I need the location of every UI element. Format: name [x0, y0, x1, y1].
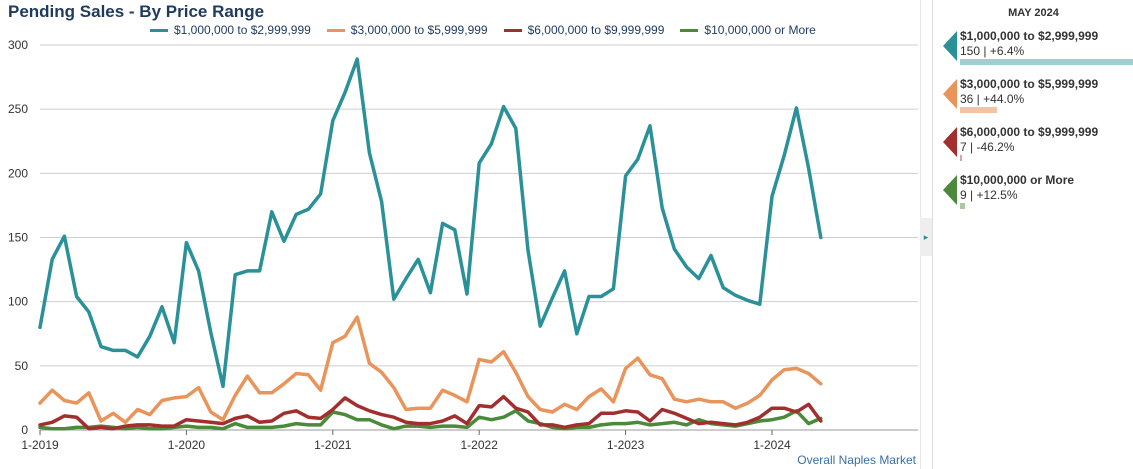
expand-panel-button[interactable]: ▸ — [920, 218, 932, 256]
legend: $1,000,000 to $2,999,999 $3,000,000 to $… — [150, 23, 816, 37]
series-marker-icon — [943, 31, 957, 61]
x-tick-label: 1-2019 — [21, 438, 59, 452]
panel-item-bar — [960, 155, 962, 161]
panel-item-label: $10,000,000 or More — [960, 173, 1075, 187]
panel-item-label: $6,000,000 to $9,999,999 — [960, 125, 1099, 139]
panel-item-bar — [960, 59, 1133, 65]
legend-label: $1,000,000 to $2,999,999 — [174, 23, 311, 37]
panel-item-bar — [960, 107, 997, 113]
y-axis-ticks: 0 50 100 150 200 250 300 — [8, 38, 28, 437]
series-marker-icon — [943, 79, 957, 109]
panel-item-value: 150 | +6.4% — [960, 44, 1025, 58]
y-tick-label: 50 — [15, 359, 29, 373]
legend-item-series-1[interactable]: $1,000,000 to $2,999,999 — [150, 23, 311, 37]
y-tick-label: 200 — [8, 166, 28, 180]
x-axis-ticks: 1-2019 1-2020 1-2021 1-2022 1-2023 1-2024 — [21, 430, 791, 452]
series-lines — [38, 57, 823, 431]
series-line-2[interactable] — [38, 315, 823, 425]
x-tick-label: 1-2023 — [607, 438, 645, 452]
panel-item-series-3[interactable]: $6,000,000 to $9,999,999 7 | -46.2% — [933, 125, 1133, 169]
panel-item-series-4[interactable]: $10,000,000 or More 9 | +12.5% — [933, 173, 1133, 217]
y-tick-label: 250 — [8, 102, 28, 116]
y-tick-label: 100 — [8, 295, 28, 309]
legend-label: $10,000,000 or More — [704, 23, 816, 37]
grid-lines — [40, 44, 918, 431]
panel-item-series-2[interactable]: $3,000,000 to $5,999,999 36 | +44.0% — [933, 77, 1133, 121]
legend-item-series-3[interactable]: $6,000,000 to $9,999,999 — [503, 23, 665, 37]
legend-label: $3,000,000 to $5,999,999 — [350, 23, 488, 37]
panel-item-bar — [960, 203, 965, 209]
x-tick-label: 1-2020 — [168, 438, 206, 452]
legend-item-series-4[interactable]: $10,000,000 or More — [680, 23, 816, 37]
chart-title: Pending Sales - By Price Range — [8, 2, 265, 21]
series-line-3[interactable] — [38, 394, 823, 431]
y-tick-label: 300 — [8, 38, 28, 52]
panel-item-value: 9 | +12.5% — [960, 188, 1018, 202]
legend-swatch — [150, 28, 168, 32]
legend-label: $6,000,000 to $9,999,999 — [527, 23, 665, 37]
y-tick-label: 150 — [8, 231, 28, 245]
panel-item-label: $3,000,000 to $5,999,999 — [960, 77, 1099, 91]
series-marker-icon — [943, 175, 957, 205]
series-line-1[interactable] — [38, 57, 823, 389]
x-tick-label: 1-2021 — [314, 438, 352, 452]
panel-item-series-1[interactable]: $1,000,000 to $2,999,999 150 | +6.4% — [933, 29, 1133, 73]
x-tick-label: 1-2022 — [461, 438, 499, 452]
x-tick-label: 1-2024 — [753, 438, 791, 452]
legend-swatch — [326, 28, 345, 32]
panel-item-label: $1,000,000 to $2,999,999 — [960, 29, 1099, 43]
panel-item-value: 7 | -46.2% — [960, 140, 1015, 154]
y-tick-label: 0 — [21, 423, 28, 437]
source-link[interactable]: Overall Naples Market — [797, 453, 916, 467]
legend-swatch — [680, 28, 699, 32]
legend-item-series-2[interactable]: $3,000,000 to $5,999,999 — [326, 23, 488, 37]
legend-swatch — [503, 28, 522, 32]
panel-item-value: 36 | +44.0% — [960, 92, 1025, 106]
series-marker-icon — [943, 127, 957, 157]
panel-month: MAY 2024 — [1008, 7, 1059, 19]
summary-panel: MAY 2024 $1,000,000 to $2,999,999 150 | … — [932, 0, 1133, 469]
